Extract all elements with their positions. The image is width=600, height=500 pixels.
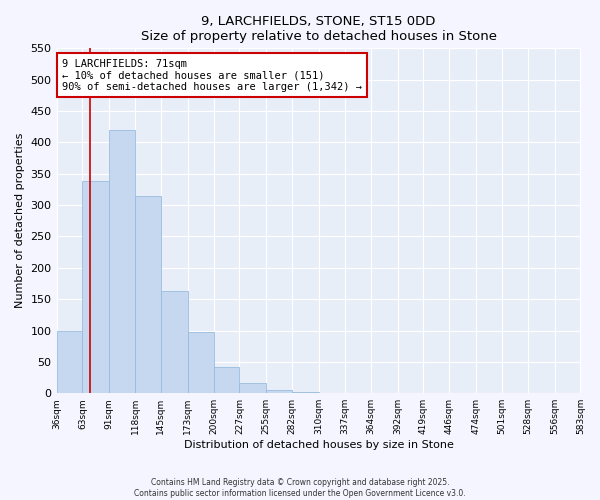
Bar bbox=[188, 332, 214, 393]
Bar bbox=[292, 392, 319, 393]
Bar bbox=[554, 392, 581, 393]
Y-axis label: Number of detached properties: Number of detached properties bbox=[15, 133, 25, 308]
Bar bbox=[239, 383, 266, 393]
Title: 9, LARCHFIELDS, STONE, ST15 0DD
Size of property relative to detached houses in : 9, LARCHFIELDS, STONE, ST15 0DD Size of … bbox=[140, 15, 497, 43]
Text: Contains HM Land Registry data © Crown copyright and database right 2025.
Contai: Contains HM Land Registry data © Crown c… bbox=[134, 478, 466, 498]
Bar bbox=[56, 330, 82, 393]
Bar bbox=[135, 196, 161, 393]
Bar bbox=[161, 291, 188, 393]
Text: 9 LARCHFIELDS: 71sqm
← 10% of detached houses are smaller (151)
90% of semi-deta: 9 LARCHFIELDS: 71sqm ← 10% of detached h… bbox=[62, 58, 362, 92]
Bar bbox=[109, 130, 135, 393]
Bar bbox=[266, 390, 292, 393]
Bar bbox=[82, 182, 109, 393]
Bar bbox=[214, 367, 239, 393]
X-axis label: Distribution of detached houses by size in Stone: Distribution of detached houses by size … bbox=[184, 440, 454, 450]
